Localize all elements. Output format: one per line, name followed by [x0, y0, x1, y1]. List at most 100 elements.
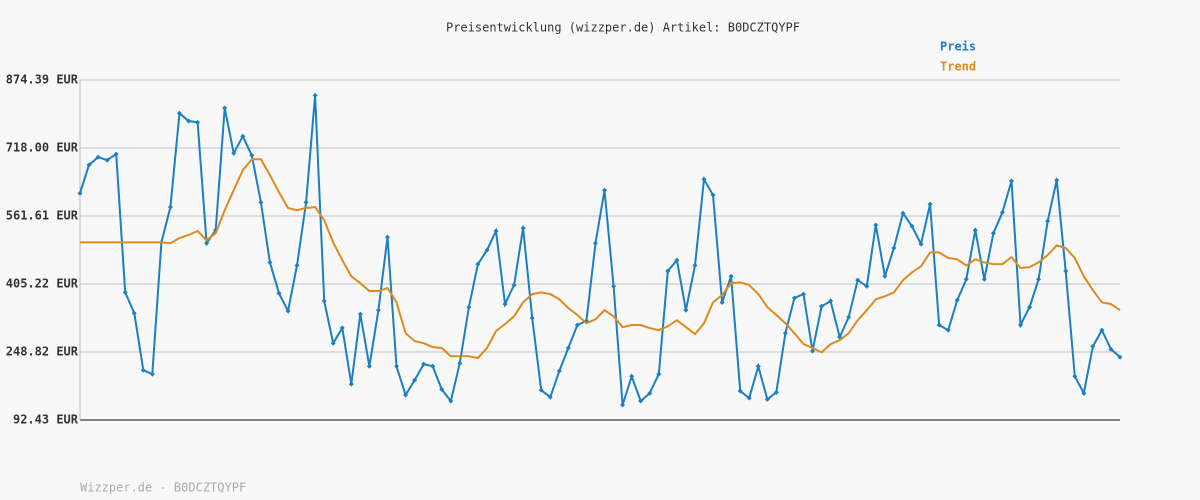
- point: [1027, 304, 1033, 310]
- point: [873, 222, 879, 228]
- point: [1117, 354, 1123, 360]
- point: [1099, 327, 1105, 333]
- legend-label: Trend: [940, 60, 976, 74]
- point: [176, 110, 182, 116]
- point: [466, 304, 472, 310]
- point: [113, 151, 119, 157]
- point: [384, 234, 390, 240]
- y-tick-label: 248.82 EUR: [6, 345, 79, 359]
- point: [592, 240, 598, 246]
- point: [439, 386, 445, 392]
- chart-title: Preisentwicklung (wizzper.de) Artikel: B…: [446, 21, 800, 35]
- point: [140, 367, 146, 373]
- point: [683, 307, 689, 313]
- point: [321, 298, 327, 304]
- point: [493, 228, 499, 234]
- point: [719, 299, 725, 305]
- y-tick-label: 718.00 EUR: [6, 140, 79, 154]
- y-tick-label: 405.22 EUR: [6, 276, 79, 290]
- point: [999, 209, 1005, 215]
- point: [954, 297, 960, 303]
- point: [122, 289, 128, 295]
- point: [1081, 390, 1087, 396]
- y-tick-label: 874.39 EUR: [6, 73, 79, 87]
- point: [556, 368, 562, 374]
- footer: Wizzper.de - B0DCZTQYPF: [80, 481, 246, 495]
- point: [475, 261, 481, 267]
- point: [511, 282, 517, 288]
- point: [692, 262, 698, 268]
- point: [285, 308, 291, 314]
- point: [240, 133, 246, 139]
- point: [366, 363, 372, 369]
- point: [258, 199, 264, 205]
- point: [77, 190, 83, 196]
- point: [204, 240, 210, 246]
- point: [882, 273, 888, 279]
- point: [502, 301, 508, 307]
- point: [782, 330, 788, 336]
- point: [430, 363, 436, 369]
- point: [1063, 268, 1069, 274]
- point: [1018, 322, 1024, 328]
- point: [909, 223, 915, 229]
- point: [710, 192, 716, 198]
- point: [294, 262, 300, 268]
- point: [764, 396, 770, 402]
- point: [656, 371, 662, 377]
- point: [773, 389, 779, 395]
- point: [945, 327, 951, 333]
- point: [339, 325, 345, 331]
- point: [1008, 178, 1014, 184]
- point: [900, 210, 906, 216]
- point: [981, 276, 987, 282]
- point: [95, 154, 101, 160]
- point: [701, 176, 707, 182]
- point: [990, 230, 996, 236]
- point: [936, 322, 942, 328]
- point: [357, 311, 363, 317]
- point: [421, 361, 427, 367]
- point: [529, 315, 535, 321]
- point: [312, 92, 318, 98]
- point: [131, 310, 137, 316]
- point: [864, 283, 870, 289]
- point: [963, 276, 969, 282]
- point: [276, 290, 282, 296]
- point: [375, 307, 381, 313]
- point: [647, 390, 653, 396]
- point: [1036, 276, 1042, 282]
- point: [484, 247, 490, 253]
- point: [231, 150, 237, 156]
- point: [167, 204, 173, 210]
- point: [629, 373, 635, 379]
- point: [855, 277, 861, 283]
- point: [520, 225, 526, 231]
- point: [303, 199, 309, 205]
- point: [186, 118, 192, 124]
- point: [574, 322, 580, 328]
- point: [1045, 218, 1051, 224]
- point: [267, 259, 273, 265]
- point: [222, 105, 228, 111]
- point: [195, 119, 201, 125]
- point: [800, 291, 806, 297]
- point: [412, 377, 418, 383]
- point: [791, 295, 797, 301]
- y-tick-label: 92.43 EUR: [13, 413, 79, 427]
- point: [638, 398, 644, 404]
- point: [611, 283, 617, 289]
- point: [746, 395, 752, 401]
- point: [86, 162, 92, 168]
- point: [828, 298, 834, 304]
- point: [1054, 177, 1060, 183]
- point: [665, 268, 671, 274]
- point: [620, 402, 626, 408]
- point: [538, 387, 544, 393]
- y-tick-label: 561.61 EUR: [6, 208, 79, 222]
- point: [737, 388, 743, 394]
- point: [891, 245, 897, 251]
